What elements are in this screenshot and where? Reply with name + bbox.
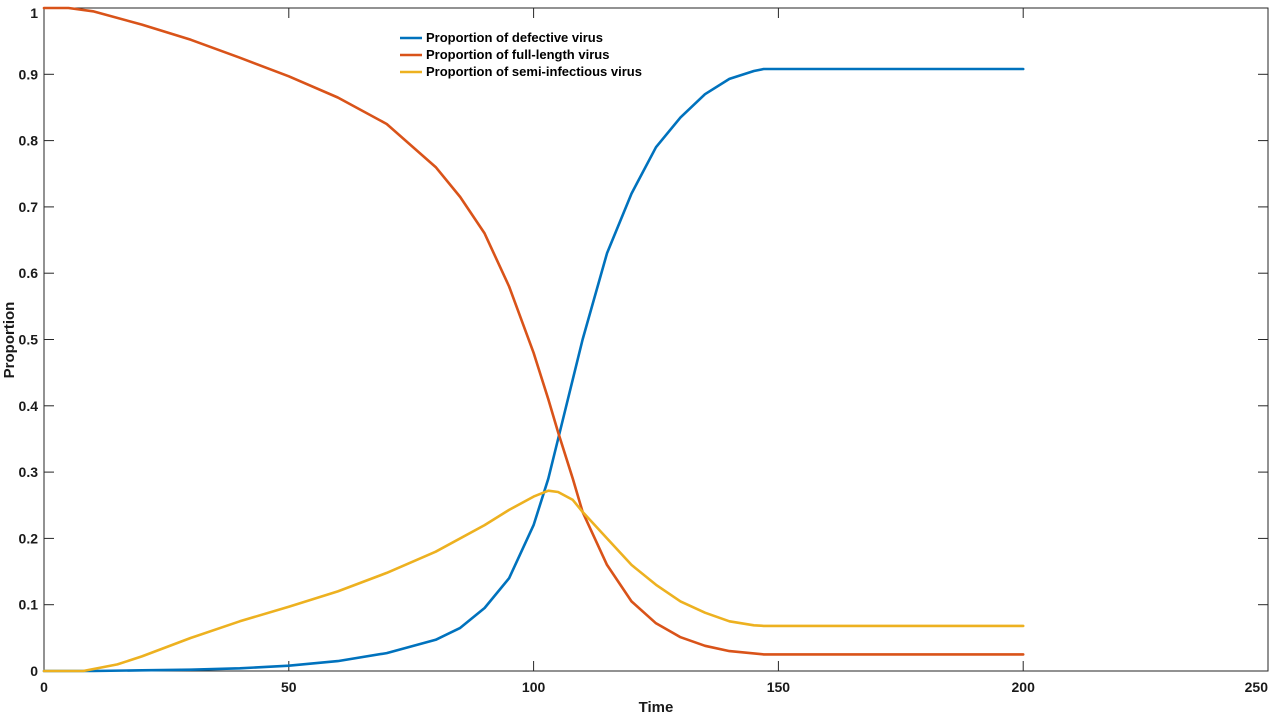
y-tick-label: 0.7 <box>19 199 39 215</box>
x-tick-label: 150 <box>767 679 791 695</box>
y-tick-label: 1 <box>30 5 38 21</box>
y-tick-label: 0.3 <box>19 464 39 480</box>
x-tick-label: 100 <box>522 679 546 695</box>
series-line-1 <box>42 67 1025 673</box>
legend-label: Proportion of defective virus <box>426 30 603 45</box>
plot-area <box>43 7 1269 672</box>
legend: Proportion of defective virus Proportion … <box>400 30 642 79</box>
series-layer <box>42 6 1025 673</box>
y-tick-label: 0.5 <box>19 332 39 348</box>
y-tick-label: 0.9 <box>19 66 39 82</box>
legend-label: Proportion of full-length virus <box>426 47 609 62</box>
labels-layer: 0 50 100 150 200 250 0 0.1 0.2 0.3 0.4 0.5 0.6 0.7 0.8… <box>19 5 1269 695</box>
y-tick-label: 0.8 <box>19 133 39 149</box>
y-tick-label: 0.1 <box>19 597 39 613</box>
y-tick-label: 0.4 <box>19 398 39 414</box>
x-tick-label: 0 <box>40 679 48 695</box>
series-line-2 <box>42 6 1025 656</box>
y-tick-label: 0.6 <box>19 265 39 281</box>
x-tick-label: 50 <box>281 679 297 695</box>
x-axis-title: Time <box>639 699 674 715</box>
legend-label: Proportion of semi-infectious virus <box>426 64 642 79</box>
x-tick-label: 250 <box>1245 679 1269 695</box>
y-axis-title: Proportion <box>1 302 18 379</box>
x-tick-label: 200 <box>1012 679 1036 695</box>
y-tick-label: 0.2 <box>19 530 39 546</box>
y-tick-label: 0 <box>30 663 38 679</box>
series-line-3 <box>42 489 1025 673</box>
